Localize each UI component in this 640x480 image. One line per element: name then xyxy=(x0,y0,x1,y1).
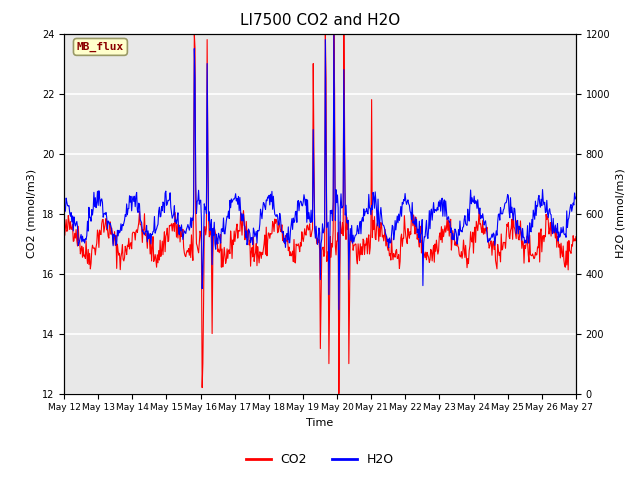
H2O xyxy=(383,239,391,244)
CO2 xyxy=(399,243,406,249)
Legend: CO2, H2O: CO2, H2O xyxy=(241,448,399,471)
H2O xyxy=(335,307,342,312)
Line: H2O: H2O xyxy=(64,34,576,310)
CO2 xyxy=(572,234,580,240)
Title: LI7500 CO2 and H2O: LI7500 CO2 and H2O xyxy=(240,13,400,28)
CO2 xyxy=(202,232,209,238)
CO2 xyxy=(335,391,342,396)
Y-axis label: CO2 (mmol/m3): CO2 (mmol/m3) xyxy=(26,169,36,258)
CO2 xyxy=(383,243,391,249)
Line: CO2: CO2 xyxy=(64,34,576,394)
CO2 xyxy=(191,31,198,36)
H2O xyxy=(174,210,182,216)
CO2 xyxy=(60,229,68,235)
CO2 xyxy=(69,239,77,244)
H2O xyxy=(330,31,338,36)
H2O xyxy=(399,200,406,205)
H2O xyxy=(201,206,209,212)
H2O xyxy=(69,228,77,234)
CO2 xyxy=(122,247,130,252)
X-axis label: Time: Time xyxy=(307,418,333,428)
H2O xyxy=(60,197,68,203)
Text: MB_flux: MB_flux xyxy=(77,42,124,52)
H2O xyxy=(122,214,130,219)
H2O xyxy=(572,194,580,200)
Y-axis label: H2O (mmol/m3): H2O (mmol/m3) xyxy=(616,169,626,258)
CO2 xyxy=(174,235,182,241)
